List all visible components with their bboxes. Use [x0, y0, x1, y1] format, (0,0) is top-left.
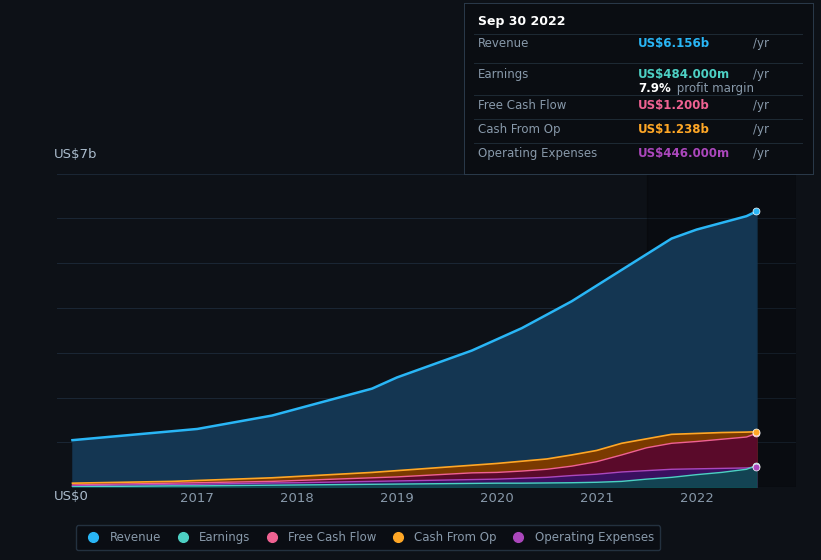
Legend: Revenue, Earnings, Free Cash Flow, Cash From Op, Operating Expenses: Revenue, Earnings, Free Cash Flow, Cash … — [76, 525, 660, 550]
Text: US$7b: US$7b — [54, 148, 97, 161]
Text: 7.9%: 7.9% — [639, 82, 671, 95]
Text: Earnings: Earnings — [478, 68, 530, 81]
Text: US$484.000m: US$484.000m — [639, 68, 731, 81]
Text: Free Cash Flow: Free Cash Flow — [478, 99, 566, 112]
Text: profit margin: profit margin — [673, 82, 754, 95]
Text: Revenue: Revenue — [478, 38, 530, 50]
Text: US$0: US$0 — [54, 491, 89, 503]
Text: /yr: /yr — [754, 68, 769, 81]
Text: US$6.156b: US$6.156b — [639, 38, 710, 50]
Text: Cash From Op: Cash From Op — [478, 123, 560, 136]
Text: /yr: /yr — [754, 147, 769, 160]
Text: US$446.000m: US$446.000m — [639, 147, 731, 160]
Text: /yr: /yr — [754, 38, 769, 50]
Bar — [647, 174, 796, 487]
Text: Sep 30 2022: Sep 30 2022 — [478, 15, 566, 28]
Text: US$1.238b: US$1.238b — [639, 123, 710, 136]
Text: /yr: /yr — [754, 99, 769, 112]
Text: US$1.200b: US$1.200b — [639, 99, 710, 112]
Text: Operating Expenses: Operating Expenses — [478, 147, 597, 160]
Text: /yr: /yr — [754, 123, 769, 136]
